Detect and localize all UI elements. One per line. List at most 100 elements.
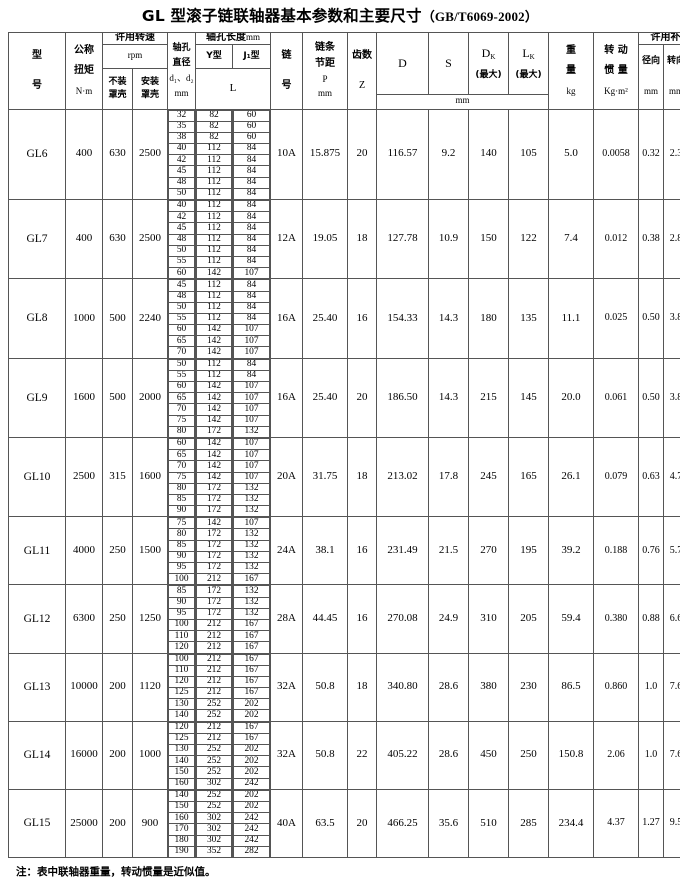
cell-Dk: 140 <box>469 109 509 200</box>
cell-S: 35.6 <box>429 789 469 857</box>
bore-sub-cell: 212 <box>197 619 232 630</box>
bore-sub-cell: 252 <box>197 767 232 778</box>
bore-sub-cell: 60 <box>169 438 195 449</box>
cell-S: 14.3 <box>429 358 469 437</box>
cell-D: 340.80 <box>377 653 429 721</box>
cell-comp-axial: 2.3 <box>664 109 680 200</box>
bore-sub-cell: 112 <box>197 370 232 381</box>
cell-speed-with-cover: 900 <box>133 789 168 857</box>
th-speed-no-cover: 不装 罩壳 <box>103 69 133 110</box>
bore-sub-cell: 55 <box>169 256 195 267</box>
cell-speed-no-cover: 200 <box>103 721 133 789</box>
th-compensation-group: 许用补偿量 <box>639 33 680 45</box>
cell-comp-axial: 9.5 <box>664 789 680 857</box>
cell-weight: 11.1 <box>549 279 594 358</box>
cell-Dk: 180 <box>469 279 509 358</box>
cell-weight: 7.4 <box>549 200 594 279</box>
bore-sub-cell: 140 <box>169 790 195 801</box>
bore-sub-cell: 38 <box>169 132 195 143</box>
cell-S: 9.2 <box>429 109 469 200</box>
cell-comp-radial: 1.27 <box>639 789 664 857</box>
cell-Dk: 215 <box>469 358 509 437</box>
th-bore-length-group: 轴孔长度mm <box>196 33 271 45</box>
cell-chain-no: 28A <box>271 585 303 653</box>
bore-sub-cell: 212 <box>197 688 232 699</box>
bore-sub-cell: 142 <box>197 325 232 336</box>
bore-sub-cell: 107 <box>234 382 270 393</box>
bore-sub-cell: 252 <box>197 790 232 801</box>
cell-D: 231.49 <box>377 517 429 585</box>
th-teeth: 齿数 Z <box>348 33 377 110</box>
cell-speed-with-cover: 1000 <box>133 721 168 789</box>
bore-sub-cell: 212 <box>197 642 232 653</box>
cell-torque: 6300 <box>66 585 103 653</box>
bore-sub-cell: 142 <box>197 472 232 483</box>
cell-torque: 10000 <box>66 653 103 721</box>
bore-sub-cell: 132 <box>234 551 270 562</box>
cell-teeth: 18 <box>348 653 377 721</box>
bore-sub-cell: 84 <box>234 313 270 324</box>
cell-Lk: 105 <box>509 109 549 200</box>
bore-sub-cell: 110 <box>169 631 195 642</box>
bore-sub-cell: 172 <box>197 540 232 551</box>
cell-D: 405.22 <box>377 721 429 789</box>
cell-comp-axial: 6.6 <box>664 585 680 653</box>
cell-comp-radial: 0.32 <box>639 109 664 200</box>
cell-weight: 26.1 <box>549 437 594 516</box>
bore-sub-cell: 112 <box>197 212 232 223</box>
bore-sub-cell: 202 <box>234 790 270 801</box>
bore-sub-cell: 80 <box>169 529 195 540</box>
bore-sub-cell: 132 <box>234 586 270 597</box>
cell-Lk: 135 <box>509 279 549 358</box>
bore-sub-cell: 167 <box>234 733 270 744</box>
cell-torque: 16000 <box>66 721 103 789</box>
bore-sub-cell: 112 <box>197 256 232 267</box>
bore-sub-cell: 107 <box>234 472 270 483</box>
cell-model: GL8 <box>9 279 66 358</box>
cell-teeth: 18 <box>348 437 377 516</box>
cell-model: GL15 <box>9 789 66 857</box>
cell-inertia: 0.0058 <box>594 109 639 200</box>
cell-Lk: 145 <box>509 358 549 437</box>
cell-torque: 400 <box>66 109 103 200</box>
bore-sub-cell: 132 <box>234 597 270 608</box>
bore-sub-cell: 172 <box>197 483 232 494</box>
page-title: GL 型滚子链联轴器基本参数和主要尺寸（GB/T6069-2002） <box>8 0 672 32</box>
th-S: S <box>429 33 469 95</box>
bore-sub-cell: 84 <box>234 212 270 223</box>
bore-sub-cell: 100 <box>169 619 195 630</box>
cell-inertia: 0.380 <box>594 585 639 653</box>
bore-sub-cell: 130 <box>169 699 195 710</box>
bore-sub-cell: 32 <box>169 110 195 121</box>
cell-speed-no-cover: 500 <box>103 279 133 358</box>
cell-teeth: 22 <box>348 721 377 789</box>
cell-chain-no: 12A <box>271 200 303 279</box>
cell-speed-no-cover: 500 <box>103 358 133 437</box>
bore-sub-cell: 107 <box>234 415 270 426</box>
cell-S: 14.3 <box>429 279 469 358</box>
cell-model: GL9 <box>9 358 66 437</box>
cell-weight: 20.0 <box>549 358 594 437</box>
bore-sub-cell: 110 <box>169 665 195 676</box>
bore-sub-cell: 302 <box>197 824 232 835</box>
cell-chain-no: 24A <box>271 517 303 585</box>
bore-sub-cell: 45 <box>169 223 195 234</box>
cell-chain-pitch: 63.5 <box>303 789 348 857</box>
bore-sub-cell: 167 <box>234 688 270 699</box>
cell-S: 28.6 <box>429 653 469 721</box>
bore-sub-cell: 107 <box>234 393 270 404</box>
bore-sub-cell: 107 <box>234 518 270 529</box>
bore-sub-cell: 302 <box>197 835 232 846</box>
bore-sub-cell: 170 <box>169 824 195 835</box>
